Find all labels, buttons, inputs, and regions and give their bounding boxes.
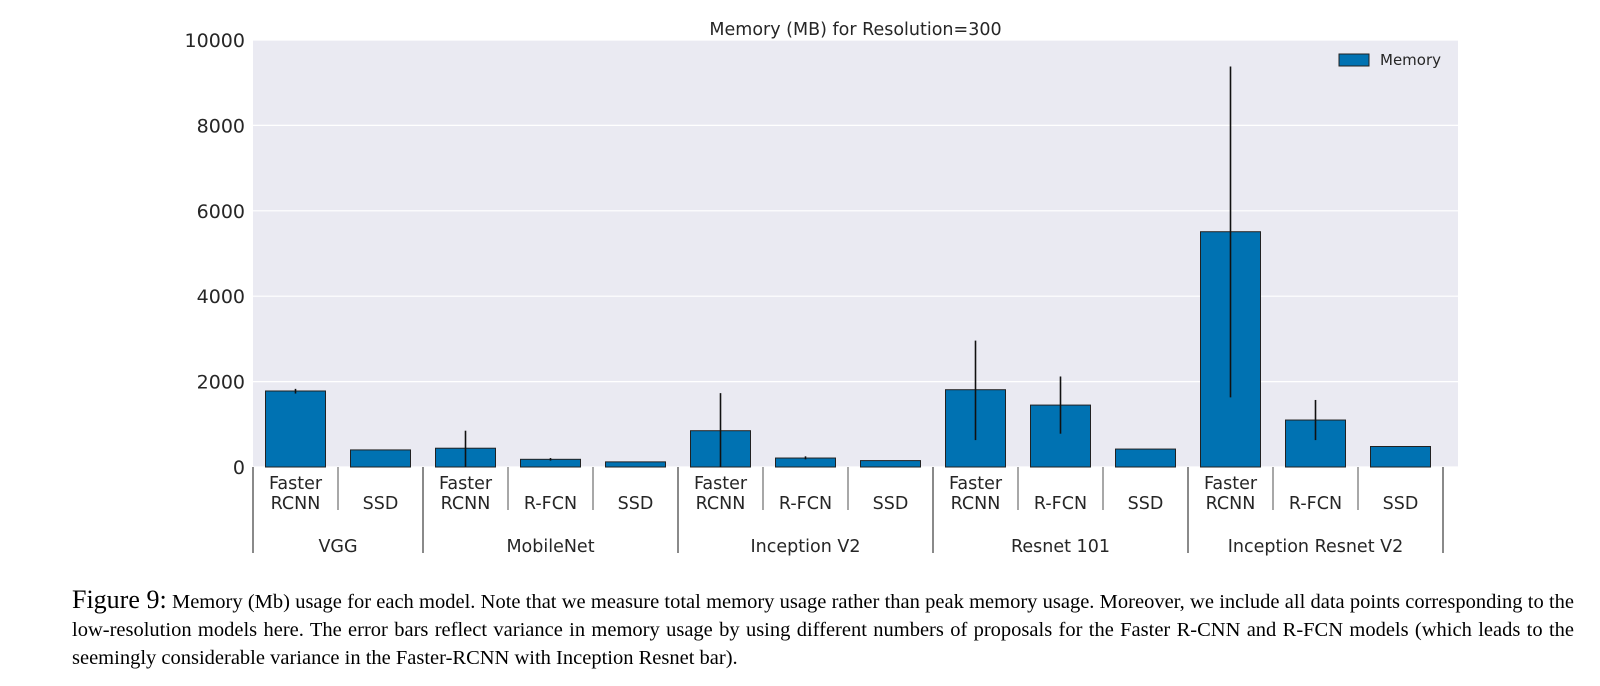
bar (1370, 446, 1431, 468)
bar-label: RCNN (696, 494, 746, 514)
y-tick-label: 4000 (197, 286, 245, 308)
bar-label: SSD (618, 494, 654, 514)
figure-caption: Figure 9: Memory (Mb) usage for each mod… (72, 586, 1574, 672)
group-label: VGG (318, 537, 357, 557)
bar-label: Faster (439, 474, 493, 494)
bar (350, 449, 411, 468)
bar (860, 460, 921, 468)
legend-label: Memory (1380, 51, 1441, 69)
bar-label: R-FCN (1289, 494, 1342, 514)
y-tick-label: 2000 (197, 372, 245, 394)
bar-label: RCNN (271, 494, 321, 514)
chart-title: Memory (MB) for Resolution=300 (709, 20, 1001, 40)
bar (265, 390, 326, 468)
bar-label: Faster (269, 474, 323, 494)
bar (605, 461, 666, 468)
bar-label: RCNN (441, 494, 491, 514)
group-label: Inception V2 (751, 537, 861, 557)
bar-label: SSD (1383, 494, 1419, 514)
group-label: Resnet 101 (1011, 537, 1110, 557)
group-label: Inception Resnet V2 (1228, 537, 1403, 557)
bar-label: R-FCN (779, 494, 832, 514)
bar-label: Faster (1204, 474, 1258, 494)
bar-label: Faster (694, 474, 748, 494)
legend-swatch (1338, 53, 1370, 67)
y-tick-label: 10000 (185, 30, 245, 52)
plot-area (253, 40, 1458, 467)
y-tick-label: 8000 (197, 115, 245, 137)
bar-label: RCNN (1206, 494, 1256, 514)
figure-label: Figure 9: (72, 585, 167, 614)
bar-label: R-FCN (524, 494, 577, 514)
bar-label: SSD (363, 494, 399, 514)
bar-label: R-FCN (1034, 494, 1087, 514)
y-tick-label: 6000 (197, 201, 245, 223)
y-tick-label: 0 (233, 457, 245, 479)
bar-label: SSD (1128, 494, 1164, 514)
group-label: MobileNet (506, 537, 594, 557)
bar-label: Faster (949, 474, 1003, 494)
bar (775, 457, 836, 468)
caption-text: Memory (Mb) usage for each model. Note t… (72, 591, 1575, 669)
memory-chart: 0 2000 4000 6000 8000 10000 Memory (MB) for Re… (185, 20, 1458, 557)
bar (1115, 448, 1176, 468)
bar-label: RCNN (951, 494, 1001, 514)
bar-label: SSD (873, 494, 909, 514)
